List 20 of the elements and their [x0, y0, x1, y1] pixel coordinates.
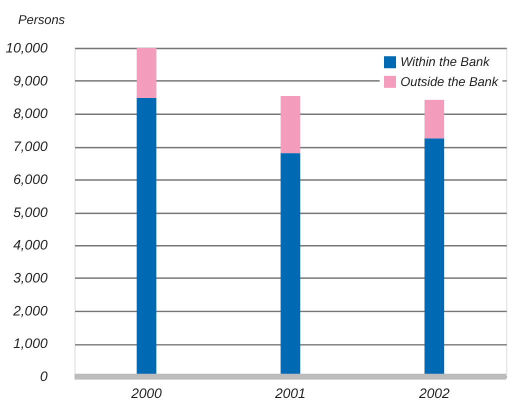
y-tick-label: 10,000: [6, 40, 48, 56]
y-axis-title: Persons: [18, 12, 66, 27]
y-tick-label: 5,000: [13, 204, 48, 220]
x-tick-label: 2000: [130, 386, 162, 401]
y-tick-label: 4,000: [13, 238, 48, 253]
bar: [424, 100, 444, 138]
bar: [280, 96, 300, 154]
y-tick-label: 6,000: [13, 172, 48, 187]
bar: [136, 48, 156, 98]
legend-label: Outside the Bank: [400, 74, 499, 89]
y-tick-label: 2,000: [12, 303, 48, 318]
y-tick-label: 9,000: [13, 73, 48, 88]
x-tick-label: 2002: [418, 386, 450, 401]
legend-label: Within the Bank: [400, 54, 490, 70]
y-tick-label: 3,000: [13, 270, 48, 286]
y-tick-label: 8,000: [13, 106, 48, 122]
y-tick-label: 1,000: [13, 336, 48, 352]
y-tick-label: 0: [40, 369, 48, 384]
y-tick-label: 7,000: [13, 139, 48, 154]
x-tick-label: 2001: [274, 386, 306, 401]
